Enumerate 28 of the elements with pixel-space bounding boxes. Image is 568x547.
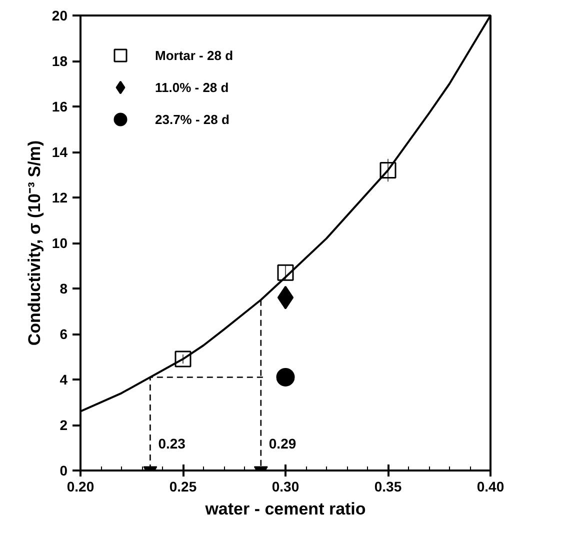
y-tick-label: 14	[52, 144, 68, 160]
y-tick-label: 16	[52, 98, 68, 114]
y-tick-label: 6	[60, 326, 68, 342]
point	[174, 350, 192, 368]
y-tick-label: 10	[52, 235, 68, 251]
legend-label: Mortar - 28 d	[155, 48, 234, 62]
point	[380, 162, 396, 178]
legend-label: 23.7% - 28 d	[155, 112, 230, 126]
legend-label: 11.0% - 28 d	[155, 80, 229, 94]
x-axis-title: water - cement ratio	[204, 500, 366, 518]
y-axis-title: Conductivity, σ (10⁻³ S/m)	[24, 140, 44, 346]
point	[277, 286, 294, 310]
point	[276, 368, 295, 386]
x-tick-label: 0.40	[476, 478, 504, 494]
x-tick-label: 0.20	[66, 478, 94, 494]
y-tick-label: 8	[60, 280, 68, 296]
x-tick-label: 0.25	[169, 478, 197, 494]
annotation: 0.23	[158, 436, 186, 452]
point	[277, 264, 294, 281]
y-tick-label: 18	[52, 53, 68, 69]
y-tick-label: 4	[60, 372, 68, 388]
y-tick-label: 12	[52, 190, 68, 206]
y-tick-label: 20	[52, 8, 68, 24]
y-tick-label: 0	[60, 462, 68, 478]
x-tick-label: 0.35	[374, 478, 402, 494]
x-tick-label: 0.30	[272, 478, 300, 494]
y-tick-label: 2	[60, 417, 68, 433]
annotation: 0.29	[268, 436, 296, 452]
